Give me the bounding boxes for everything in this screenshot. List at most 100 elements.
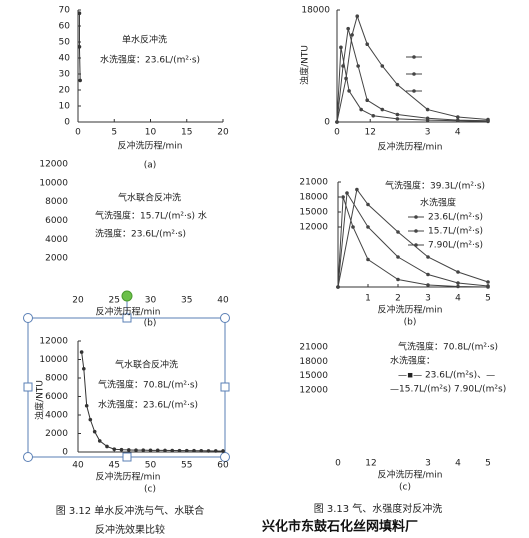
caption: 反冲洗效果比较 [95, 523, 165, 536]
resize-handle[interactable] [220, 313, 230, 323]
data-point [339, 45, 343, 50]
y-tick-label: 10000 [39, 178, 68, 188]
x-tick-label: 5 [111, 128, 117, 138]
x-tick-label: 0 [334, 128, 340, 138]
resize-handle[interactable] [122, 452, 132, 462]
y-tick-label: 6000 [45, 216, 68, 226]
x-tick-label: 0 [335, 459, 341, 469]
data-point [396, 230, 400, 234]
legend-marker [412, 72, 416, 76]
y-tick-label: 21000 [299, 178, 328, 188]
x-tick-label: 20 [217, 128, 229, 138]
data-point [486, 280, 490, 284]
resize-handle[interactable] [23, 452, 33, 462]
resize-handle[interactable] [23, 313, 33, 323]
y-tick-label: 10 [59, 102, 71, 112]
series-line [337, 196, 489, 288]
x-tick-label: 2 [395, 294, 401, 304]
data-point [82, 366, 86, 371]
data-point [350, 33, 354, 37]
x-tick-label: 10 [145, 128, 157, 138]
data-point [359, 107, 363, 112]
y-tick-label: 15000 [299, 208, 328, 218]
annotation: 洗强度：23.6L/(m²·s) [95, 228, 186, 240]
data-point [126, 448, 131, 452]
annotation: 气洗强度：70.8L/(m²·s) [98, 379, 198, 391]
y-tick-label: 8000 [45, 374, 68, 384]
data-point [366, 257, 370, 262]
data-point [105, 444, 109, 449]
y-tick-label: 20 [59, 86, 71, 96]
resize-handle[interactable] [122, 313, 132, 323]
x-tick-label: 45 [109, 461, 120, 471]
data-point [456, 284, 460, 289]
y-tick-label: 4000 [45, 235, 68, 245]
data-point [77, 11, 82, 15]
annotation: —▪— 23.6L/(m²s)、— [398, 371, 495, 381]
y-tick-label: 12000 [39, 337, 68, 347]
legend-label: 15.7L/(m²·s) [428, 227, 483, 237]
data-point [396, 255, 400, 259]
y-tick-label: 12000 [299, 223, 328, 233]
y-tick-label: 21000 [299, 343, 328, 353]
data-point [78, 78, 82, 83]
x-axis-label: 反冲洗历程/min [377, 304, 442, 316]
y-tick-label: 18000 [301, 6, 330, 16]
data-point [486, 119, 490, 124]
data-point [199, 448, 204, 453]
data-point [79, 350, 84, 354]
data-point [177, 448, 182, 453]
annotation: 气洗强度：39.3L/(m²·s) [385, 180, 485, 192]
watermark: 兴化市东鼓石化丝网填料厂 [262, 519, 418, 535]
y-tick-label: 12000 [39, 160, 68, 170]
x-tick-label: 3 [425, 459, 431, 469]
y-tick-label: 0 [64, 118, 70, 128]
x-axis-label: 反冲洗历程/min [95, 471, 160, 483]
annotation: 水洗强度：23.6L/(m²·s) [100, 54, 200, 66]
resize-handle[interactable] [220, 452, 230, 462]
y-tick-label: 30 [59, 70, 71, 80]
data-point [365, 42, 370, 47]
x-tick-label: 35 [181, 296, 192, 306]
data-point [88, 417, 93, 422]
data-point [84, 403, 89, 408]
data-point [456, 270, 460, 274]
data-point [395, 112, 400, 117]
x-tick-label: 60 [217, 461, 229, 471]
y-axis-label: 浊度/NTU [34, 380, 46, 420]
y-tick-label: 6000 [45, 392, 68, 402]
y-tick-label: 4000 [45, 411, 68, 421]
data-point [148, 448, 153, 453]
caption: 图 3.12 单水反冲洗与气、水联合 [56, 504, 205, 517]
series-line [336, 14, 489, 123]
y-tick-label: 2000 [45, 254, 68, 264]
y-axis-label: 浊度/NTU [299, 45, 311, 85]
resize-handle[interactable] [23, 382, 33, 392]
rotate-handle[interactable] [121, 290, 133, 302]
annotation: 气洗强度：15.7L/(m²·s) 水 [95, 210, 207, 222]
resize-handle[interactable] [220, 382, 230, 392]
panel-label: (b) [404, 318, 417, 328]
data-point [345, 191, 349, 195]
x-tick-label: 3 [425, 294, 431, 304]
data-point [351, 225, 355, 229]
x-tick-label: 5 [485, 459, 491, 469]
y-tick-label: 0 [62, 448, 68, 458]
data-point [456, 115, 460, 119]
x-tick-label: 40 [217, 296, 229, 306]
data-point [426, 272, 430, 277]
data-point [92, 429, 97, 434]
x-tick-label: 12 [364, 128, 375, 138]
y-tick-label: 18000 [299, 193, 328, 203]
x-tick-label: 4 [455, 128, 461, 138]
data-point [395, 117, 400, 121]
selection-box[interactable] [23, 290, 230, 462]
x-tick-label: 55 [181, 461, 192, 471]
data-point [346, 26, 350, 31]
data-point [365, 98, 370, 103]
data-point [396, 277, 400, 282]
data-point [456, 281, 460, 285]
data-point [335, 120, 339, 124]
legend-marker [414, 215, 418, 219]
data-point [366, 202, 370, 207]
